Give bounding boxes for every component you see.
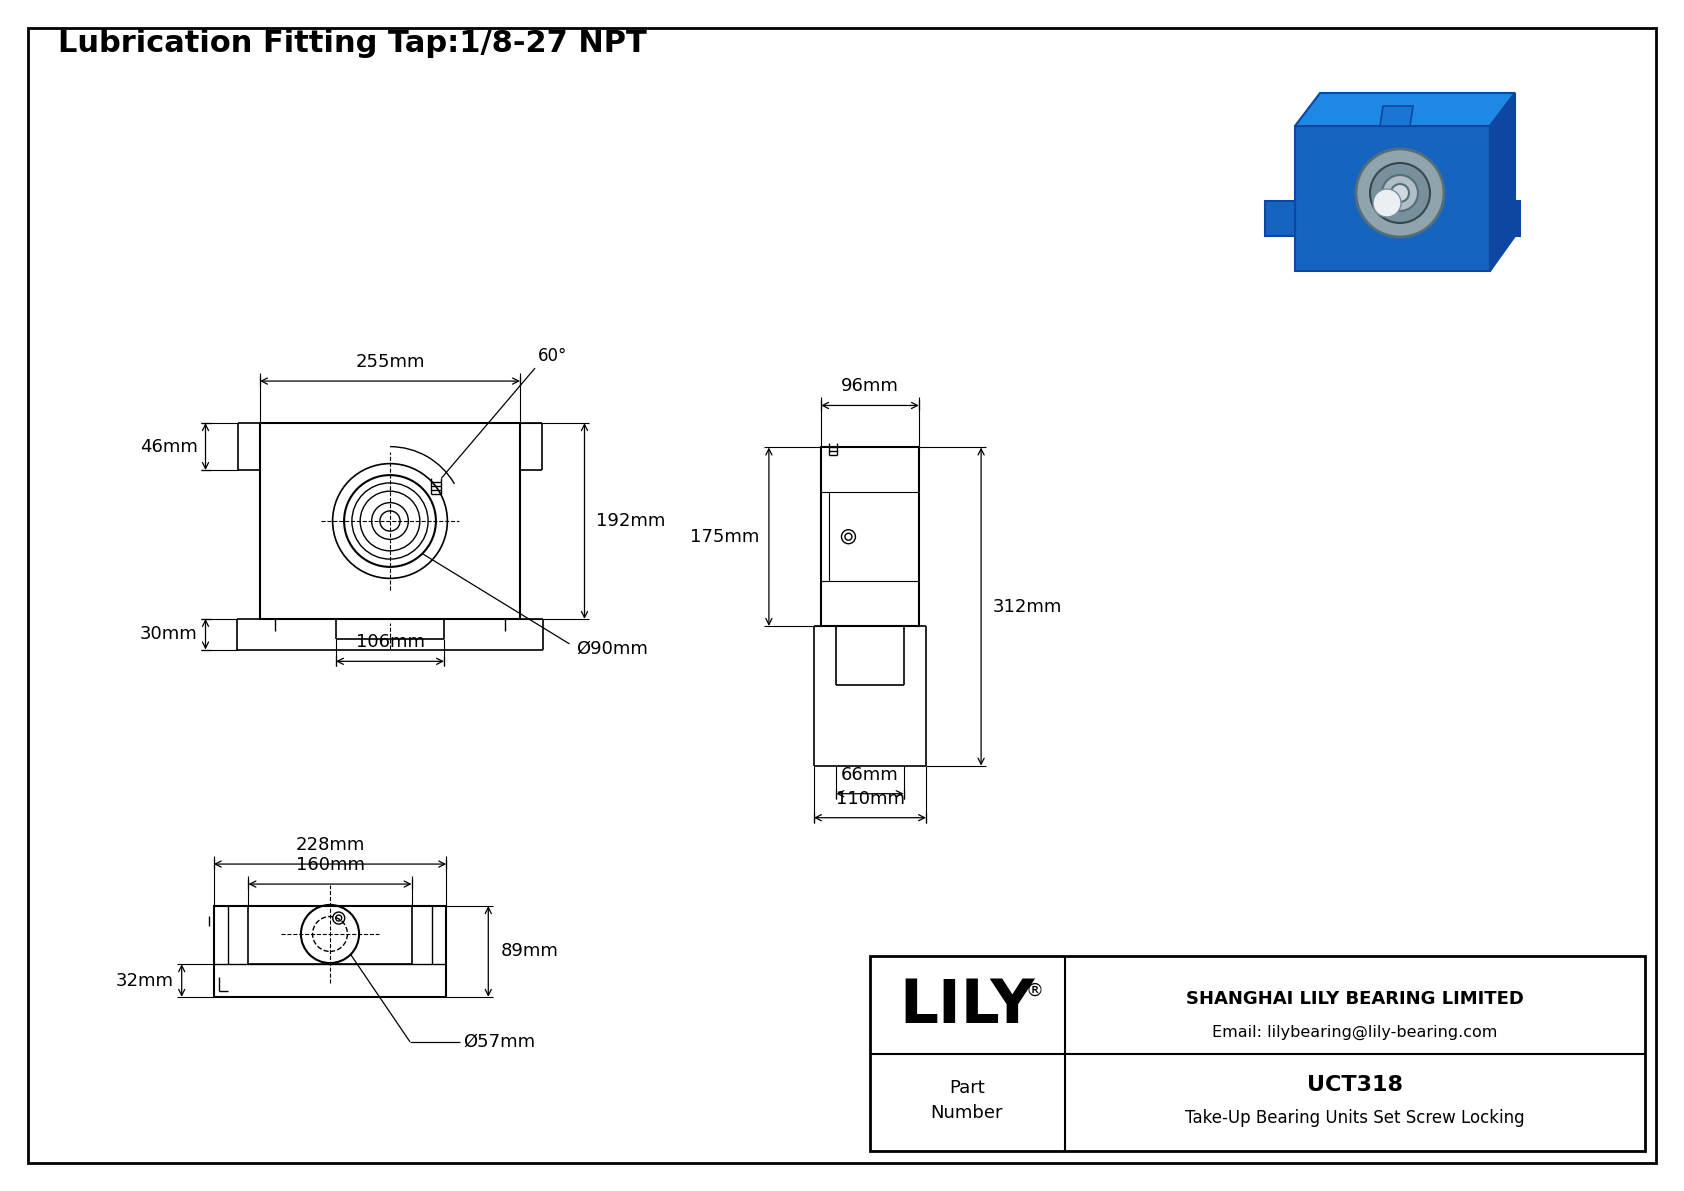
Text: UCT318: UCT318 bbox=[1307, 1074, 1403, 1095]
Text: Ø90mm: Ø90mm bbox=[576, 640, 648, 657]
Polygon shape bbox=[1490, 201, 1521, 236]
Text: 312mm: 312mm bbox=[994, 598, 1063, 616]
Bar bbox=[249, 906, 411, 965]
Bar bbox=[259, 423, 520, 619]
Circle shape bbox=[1383, 175, 1418, 211]
Text: 228mm: 228mm bbox=[295, 836, 365, 854]
Text: ®: ® bbox=[1026, 983, 1044, 1000]
Bar bbox=[871, 956, 1645, 1151]
Text: SHANGHAI LILY BEARING LIMITED: SHANGHAI LILY BEARING LIMITED bbox=[1186, 990, 1524, 1008]
Text: 66mm: 66mm bbox=[840, 766, 899, 784]
Text: 30mm: 30mm bbox=[140, 625, 197, 643]
Text: 255mm: 255mm bbox=[355, 353, 424, 372]
Polygon shape bbox=[1295, 93, 1516, 126]
Text: Part
Number: Part Number bbox=[931, 1079, 1004, 1122]
Circle shape bbox=[1391, 183, 1410, 202]
Bar bbox=[214, 906, 446, 997]
Circle shape bbox=[1356, 149, 1443, 237]
Text: Ø57mm: Ø57mm bbox=[463, 1033, 536, 1050]
Text: Email: lilybearing@lily-bearing.com: Email: lilybearing@lily-bearing.com bbox=[1212, 1024, 1497, 1040]
Bar bbox=[822, 448, 919, 626]
Circle shape bbox=[1371, 163, 1430, 223]
Text: Lubrication Fitting Tap:1/8-27 NPT: Lubrication Fitting Tap:1/8-27 NPT bbox=[57, 29, 647, 57]
Text: 160mm: 160mm bbox=[295, 856, 364, 874]
Text: 106mm: 106mm bbox=[355, 634, 424, 651]
Text: 96mm: 96mm bbox=[840, 378, 899, 395]
Text: 60°: 60° bbox=[539, 347, 568, 366]
Text: Take-Up Bearing Units Set Screw Locking: Take-Up Bearing Units Set Screw Locking bbox=[1186, 1109, 1524, 1127]
Text: 32mm: 32mm bbox=[116, 972, 173, 990]
Polygon shape bbox=[1490, 93, 1516, 272]
Polygon shape bbox=[1265, 201, 1295, 236]
Text: 175mm: 175mm bbox=[689, 528, 759, 545]
Polygon shape bbox=[1295, 126, 1490, 272]
Circle shape bbox=[1372, 189, 1401, 217]
Text: 110mm: 110mm bbox=[835, 790, 904, 807]
Text: 46mm: 46mm bbox=[140, 437, 197, 455]
Polygon shape bbox=[1379, 106, 1413, 126]
Text: 192mm: 192mm bbox=[596, 512, 665, 530]
Text: LILY: LILY bbox=[899, 977, 1034, 1036]
Text: 89mm: 89mm bbox=[500, 942, 557, 960]
